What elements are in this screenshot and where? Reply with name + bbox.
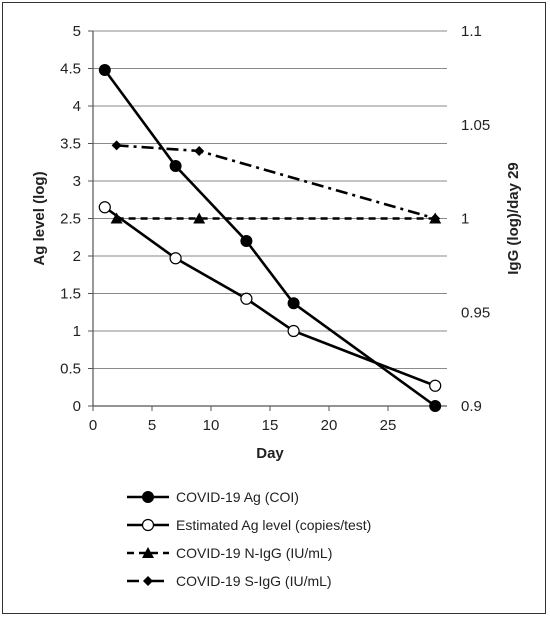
y-tick-label: 3 <box>73 173 81 190</box>
y2-tick-label: 0.95 <box>461 304 490 321</box>
x-tick-label: 5 <box>148 417 156 434</box>
y-tick-label: 0.5 <box>60 361 81 378</box>
x-tick-label: 0 <box>89 417 97 434</box>
legend-label-2: Estimated Ag level (copies/test) <box>176 517 371 533</box>
data-point-series-2 <box>429 379 442 392</box>
legend-marker-1 <box>142 491 154 503</box>
data-point-series-1 <box>98 64 111 76</box>
y-tick-label: 1.5 <box>60 286 81 303</box>
y2-axis-title: IgG (log)/day 29 <box>505 162 522 275</box>
series-line-2 <box>104 206 436 387</box>
y2-tick-label: 1 <box>461 211 469 228</box>
data-point-series-1 <box>240 235 253 247</box>
y-tick-label: 1 <box>73 323 81 340</box>
x-tick-label: 10 <box>203 417 220 434</box>
series-line-1 <box>103 69 436 408</box>
data-point-series-1 <box>169 160 182 172</box>
y2-tick-label: 0.9 <box>461 398 482 415</box>
data-point-series-2 <box>98 201 111 214</box>
data-point-series-1 <box>429 400 442 412</box>
legend-marker-2 <box>141 518 155 532</box>
y-tick-label: 5 <box>73 23 81 40</box>
data-point-series-2 <box>169 252 182 265</box>
data-point-series-1 <box>287 297 300 310</box>
y-tick-label: 2 <box>73 248 81 265</box>
data-point-series-4 <box>430 213 441 224</box>
y-tick-label: 3.5 <box>60 136 81 153</box>
data-point-series-4 <box>194 146 205 156</box>
y-axis-title: Ag level (log) <box>31 171 48 265</box>
legend-label-3: COVID-19 N-IgG (IU/mL) <box>176 545 332 561</box>
x-axis-title: Day <box>256 445 284 462</box>
legend-label-4: COVID-19 S-IgG (IU/mL) <box>176 573 332 589</box>
data-point-series-2 <box>240 292 253 305</box>
x-tick-label: 15 <box>262 417 279 434</box>
data-point-series-4 <box>111 140 122 151</box>
legend-marker-4 <box>143 576 153 586</box>
y-tick-label: 4 <box>73 98 81 115</box>
series-line-4 <box>116 144 436 220</box>
x-tick-label: 20 <box>321 417 338 434</box>
y2-tick-label: 1.05 <box>461 117 490 134</box>
y-tick-label: 2.5 <box>60 211 81 228</box>
legend-label-1: COVID-19 Ag (COI) <box>176 489 299 505</box>
data-point-series-3 <box>193 212 206 224</box>
data-point-series-3 <box>110 212 123 224</box>
legend-marker-3 <box>142 547 154 558</box>
y-tick-label: 0 <box>73 398 81 415</box>
y2-tick-label: 1.1 <box>461 23 482 40</box>
x-tick-label: 25 <box>380 417 397 434</box>
y-tick-label: 4.5 <box>60 61 81 78</box>
data-point-series-2 <box>287 324 300 338</box>
